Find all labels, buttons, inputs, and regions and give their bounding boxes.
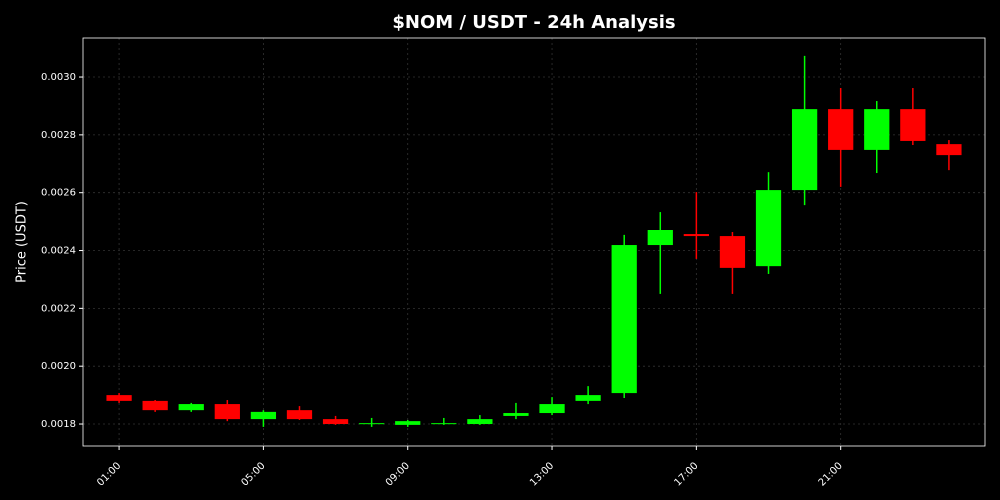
y-tick-label: 0.0020 (41, 361, 76, 372)
y-tick-label: 0.0030 (41, 72, 76, 83)
candle-body (864, 109, 890, 150)
y-tick-label: 0.0026 (41, 188, 76, 199)
candle-body (575, 395, 601, 401)
candle-body (828, 109, 854, 150)
candle-body (142, 400, 168, 411)
candle-body (431, 423, 457, 425)
candle-body (250, 411, 277, 420)
candle-body (683, 234, 709, 237)
y-tick-label: 0.0018 (41, 419, 76, 430)
y-tick-label: 0.0024 (41, 246, 76, 257)
candle-body (178, 404, 204, 411)
y-tick-label: 0.0028 (41, 130, 76, 141)
chart-title: $NOM / USDT - 24h Analysis (392, 12, 675, 33)
candle-body (286, 410, 313, 420)
candle-body (503, 413, 529, 416)
candle-body (647, 230, 673, 246)
y-tick-label: 0.0022 (41, 303, 76, 314)
candle-body (359, 423, 385, 425)
y-axis-label: Price (USDT) (15, 201, 30, 283)
candle-body (900, 109, 926, 141)
candle-body (611, 245, 637, 394)
candle-body (791, 109, 818, 191)
plot-frame (82, 37, 986, 447)
candle-body (395, 421, 421, 425)
candle-body (106, 395, 132, 401)
candle-body (755, 190, 782, 267)
candle-body (467, 419, 493, 425)
candle-body (539, 404, 565, 414)
candle-body (936, 144, 962, 156)
candle-body (214, 404, 240, 420)
candle-body (719, 236, 746, 268)
candle-body (322, 419, 349, 425)
